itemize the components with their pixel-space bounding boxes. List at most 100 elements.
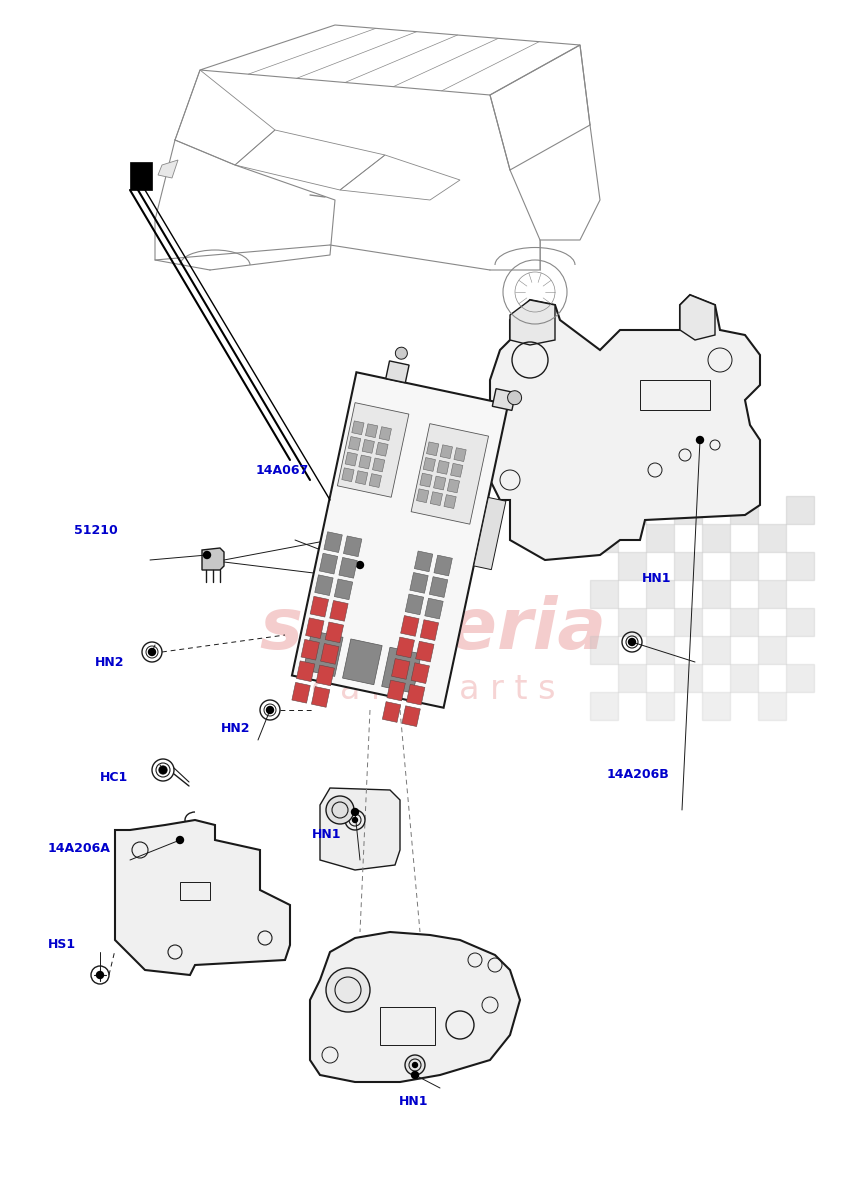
- Bar: [454, 448, 466, 462]
- Bar: [379, 427, 391, 440]
- Bar: [337, 403, 409, 497]
- Circle shape: [204, 552, 211, 558]
- Text: HN1: HN1: [312, 828, 342, 840]
- Bar: [674, 552, 702, 580]
- Bar: [411, 424, 488, 524]
- Bar: [386, 361, 409, 383]
- Bar: [437, 461, 449, 474]
- Bar: [373, 458, 385, 472]
- Circle shape: [413, 1062, 418, 1068]
- Bar: [730, 664, 758, 692]
- Circle shape: [266, 707, 273, 714]
- Bar: [362, 439, 375, 454]
- Bar: [292, 683, 310, 703]
- Bar: [303, 631, 343, 677]
- Bar: [786, 664, 814, 692]
- Text: 14A067: 14A067: [256, 464, 309, 476]
- Bar: [590, 524, 618, 552]
- Bar: [730, 552, 758, 580]
- Circle shape: [326, 796, 354, 824]
- Circle shape: [268, 708, 272, 713]
- Bar: [329, 600, 349, 622]
- Bar: [381, 647, 421, 694]
- Bar: [702, 636, 730, 664]
- Bar: [646, 524, 674, 552]
- Bar: [396, 637, 414, 658]
- Bar: [646, 580, 674, 608]
- Circle shape: [395, 347, 407, 359]
- Bar: [301, 640, 319, 660]
- Polygon shape: [510, 300, 555, 346]
- Bar: [335, 578, 353, 600]
- Bar: [786, 552, 814, 580]
- Circle shape: [356, 562, 363, 569]
- Bar: [416, 488, 429, 503]
- Bar: [430, 492, 442, 505]
- Bar: [345, 452, 357, 466]
- Bar: [325, 622, 343, 643]
- Bar: [411, 662, 429, 684]
- Bar: [702, 692, 730, 720]
- Circle shape: [696, 437, 703, 444]
- Bar: [758, 524, 786, 552]
- Bar: [618, 608, 646, 636]
- Bar: [310, 596, 329, 617]
- Circle shape: [149, 649, 154, 654]
- Bar: [674, 664, 702, 692]
- Bar: [382, 702, 401, 722]
- Bar: [352, 421, 364, 434]
- Text: scuderia: scuderia: [259, 595, 607, 665]
- Bar: [758, 692, 786, 720]
- Bar: [405, 594, 424, 614]
- Bar: [758, 580, 786, 608]
- Bar: [359, 455, 371, 469]
- Bar: [415, 641, 434, 662]
- Bar: [305, 618, 324, 638]
- Bar: [447, 479, 460, 493]
- Bar: [444, 494, 456, 509]
- Bar: [321, 643, 339, 665]
- Bar: [590, 692, 618, 720]
- Circle shape: [412, 1072, 419, 1079]
- Text: 14A206A: 14A206A: [48, 842, 111, 854]
- Bar: [297, 661, 315, 682]
- Circle shape: [405, 1055, 425, 1075]
- Text: 51210: 51210: [74, 524, 117, 536]
- Bar: [590, 636, 618, 664]
- Text: HC1: HC1: [100, 772, 128, 784]
- Bar: [366, 424, 378, 438]
- Text: HN1: HN1: [399, 1096, 428, 1108]
- Bar: [410, 572, 428, 593]
- Bar: [401, 616, 419, 636]
- Text: c a r    p a r t s: c a r p a r t s: [310, 673, 555, 707]
- Circle shape: [177, 836, 184, 844]
- Bar: [618, 496, 646, 524]
- Bar: [355, 470, 368, 485]
- Polygon shape: [202, 548, 224, 570]
- Bar: [786, 608, 814, 636]
- Bar: [646, 636, 674, 664]
- Bar: [427, 442, 439, 456]
- Bar: [407, 684, 425, 706]
- Bar: [349, 437, 361, 450]
- Text: HN2: HN2: [221, 722, 251, 734]
- Bar: [130, 162, 152, 190]
- Circle shape: [353, 817, 357, 822]
- Circle shape: [351, 809, 358, 816]
- Bar: [324, 532, 342, 552]
- Bar: [319, 553, 338, 574]
- Bar: [342, 638, 382, 685]
- Polygon shape: [490, 295, 760, 560]
- Bar: [451, 463, 463, 478]
- Bar: [702, 524, 730, 552]
- Bar: [311, 686, 329, 707]
- Bar: [402, 706, 420, 726]
- Circle shape: [148, 648, 155, 655]
- Bar: [674, 608, 702, 636]
- Bar: [646, 692, 674, 720]
- Bar: [387, 680, 406, 701]
- Bar: [292, 372, 508, 708]
- Bar: [180, 882, 210, 900]
- Bar: [473, 498, 505, 570]
- Bar: [414, 551, 433, 571]
